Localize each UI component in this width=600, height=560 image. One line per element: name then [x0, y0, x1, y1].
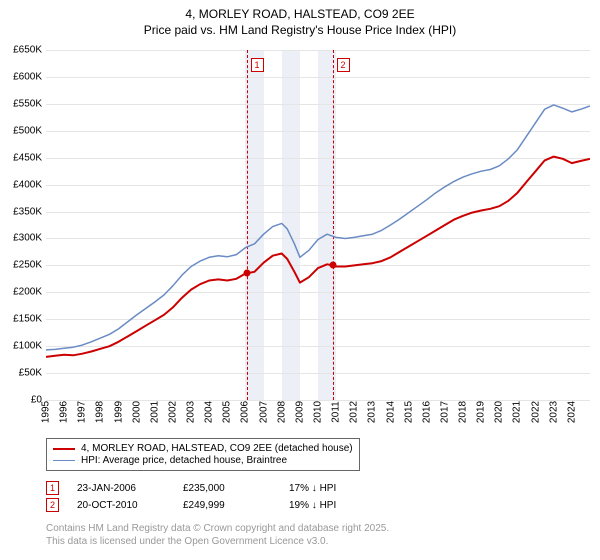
annotation-marker: 2 [46, 498, 59, 512]
chart-title: 4, MORLEY ROAD, HALSTEAD, CO9 2EE Price … [0, 0, 600, 38]
footer-line-1: Contains HM Land Registry data © Crown c… [46, 522, 389, 535]
x-tick-label: 1997 [77, 401, 88, 423]
annotation-price: £249,999 [183, 500, 271, 511]
legend-item: 4, MORLEY ROAD, HALSTEAD, CO9 2EE (detac… [53, 443, 353, 454]
legend-label: HPI: Average price, detached house, Brai… [81, 455, 287, 466]
legend-swatch [53, 448, 75, 450]
x-tick-label: 2021 [512, 401, 523, 423]
y-tick-label: £50K [2, 368, 42, 379]
annotation-date: 20-OCT-2010 [77, 500, 165, 511]
x-tick-label: 2012 [349, 401, 360, 423]
footer-attribution: Contains HM Land Registry data © Crown c… [46, 522, 389, 548]
x-tick-label: 2004 [204, 401, 215, 423]
data-point-dot [329, 262, 336, 269]
x-tick-label: 2016 [421, 401, 432, 423]
y-tick-label: £250K [2, 260, 42, 271]
annotation-price: £235,000 [183, 483, 271, 494]
y-tick-label: £650K [2, 45, 42, 56]
x-tick-label: 2008 [276, 401, 287, 423]
y-tick-label: £450K [2, 152, 42, 163]
x-tick-label: 2018 [458, 401, 469, 423]
x-tick-label: 2013 [367, 401, 378, 423]
annotation-table: 1 23-JAN-2006 £235,000 17% ↓ HPI 2 20-OCT-201… [46, 478, 377, 515]
y-tick-label: £200K [2, 287, 42, 298]
y-tick-label: £600K [2, 71, 42, 82]
y-tick-label: £300K [2, 233, 42, 244]
x-tick-label: 2015 [403, 401, 414, 423]
annotation-date: 23-JAN-2006 [77, 483, 165, 494]
series-hpi [46, 105, 590, 350]
legend: 4, MORLEY ROAD, HALSTEAD, CO9 2EE (detac… [46, 438, 360, 471]
legend-item: HPI: Average price, detached house, Brai… [53, 455, 353, 466]
x-tick-label: 2022 [530, 401, 541, 423]
legend-swatch [53, 460, 75, 462]
y-tick-label: £150K [2, 314, 42, 325]
x-tick-label: 1999 [113, 401, 124, 423]
x-tick-label: 1996 [59, 401, 70, 423]
x-tick-label: 2005 [222, 401, 233, 423]
x-tick-label: 2019 [476, 401, 487, 423]
x-tick-label: 2011 [331, 401, 342, 423]
x-tick-label: 2000 [131, 401, 142, 423]
x-tick-label: 2009 [294, 401, 305, 423]
title-line-1: 4, MORLEY ROAD, HALSTEAD, CO9 2EE [0, 6, 600, 22]
x-tick-label: 2007 [258, 401, 269, 423]
annotation-delta: 17% ↓ HPI [289, 483, 377, 494]
x-tick-label: 2020 [494, 401, 505, 423]
annotation-row: 2 20-OCT-2010 £249,999 19% ↓ HPI [46, 498, 377, 512]
annotation-row: 1 23-JAN-2006 £235,000 17% ↓ HPI [46, 481, 377, 495]
x-tick-label: 1998 [95, 401, 106, 423]
annotation-marker: 1 [46, 481, 59, 495]
y-tick-label: £550K [2, 98, 42, 109]
x-tick-label: 2006 [240, 401, 251, 423]
x-tick-label: 2001 [149, 401, 160, 423]
y-tick-label: £350K [2, 206, 42, 217]
x-tick-label: 2003 [186, 401, 197, 423]
data-point-dot [243, 270, 250, 277]
chart-area: £0£50K£100K£150K£200K£250K£300K£350K£400… [46, 50, 590, 400]
footer-line-2: This data is licensed under the Open Gov… [46, 535, 389, 548]
x-tick-label: 2010 [313, 401, 324, 423]
y-tick-label: £0 [2, 395, 42, 406]
series-price_paid [46, 157, 590, 357]
legend-label: 4, MORLEY ROAD, HALSTEAD, CO9 2EE (detac… [81, 443, 353, 454]
x-tick-label: 2017 [439, 401, 450, 423]
x-tick-label: 1995 [41, 401, 52, 423]
x-tick-label: 2014 [385, 401, 396, 423]
y-tick-label: £500K [2, 125, 42, 136]
annotation-delta: 19% ↓ HPI [289, 500, 377, 511]
x-tick-label: 2002 [167, 401, 178, 423]
y-tick-label: £100K [2, 341, 42, 352]
y-tick-label: £400K [2, 179, 42, 190]
chart-lines [46, 50, 590, 400]
title-line-2: Price paid vs. HM Land Registry's House … [0, 22, 600, 38]
x-tick-label: 2024 [566, 401, 577, 423]
x-tick-label: 2023 [548, 401, 559, 423]
